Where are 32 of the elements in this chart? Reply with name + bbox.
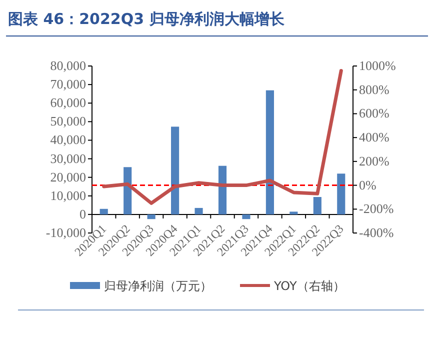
legend-label: YOY（右轴） <box>273 279 345 293</box>
bar <box>313 197 322 214</box>
line-series <box>102 69 343 205</box>
y-tick-label: 30,000 <box>50 150 86 166</box>
bar <box>147 214 156 220</box>
bar <box>337 174 346 214</box>
y2-tick-label: 0% <box>359 177 376 192</box>
y-tick-label: 0 <box>80 206 86 222</box>
bar <box>290 212 298 214</box>
legend-label: 归母净利润（万元） <box>104 279 212 293</box>
bar <box>100 208 108 214</box>
y-tick-label: 10,000 <box>50 188 86 203</box>
y-tick-label: 50,000 <box>50 114 86 129</box>
y2-tick-label: -400% <box>359 225 394 240</box>
y2-tick-label: 600% <box>359 106 390 121</box>
bar <box>242 214 250 220</box>
y-tick-label: 40,000 <box>50 132 86 148</box>
bar <box>218 166 227 214</box>
y-tick-label: 20,000 <box>50 169 86 184</box>
y-tick-label: 60,000 <box>50 95 86 110</box>
y2-tick-label: 800% <box>359 82 390 97</box>
chart-title: 图表 46：2022Q3 归母净利润大幅增长 <box>8 10 286 28</box>
bar <box>266 90 274 214</box>
y-tick-label: 80,000 <box>50 58 86 73</box>
y2-tick-label: -200% <box>359 201 394 216</box>
y-tick-label: 70,000 <box>50 76 86 92</box>
y2-tick-label: 1000% <box>359 58 396 73</box>
y2-tick-label: 400% <box>359 130 390 145</box>
bar <box>171 126 180 214</box>
bar <box>124 167 132 214</box>
bar <box>194 208 203 214</box>
y2-tick-label: 200% <box>359 153 390 168</box>
